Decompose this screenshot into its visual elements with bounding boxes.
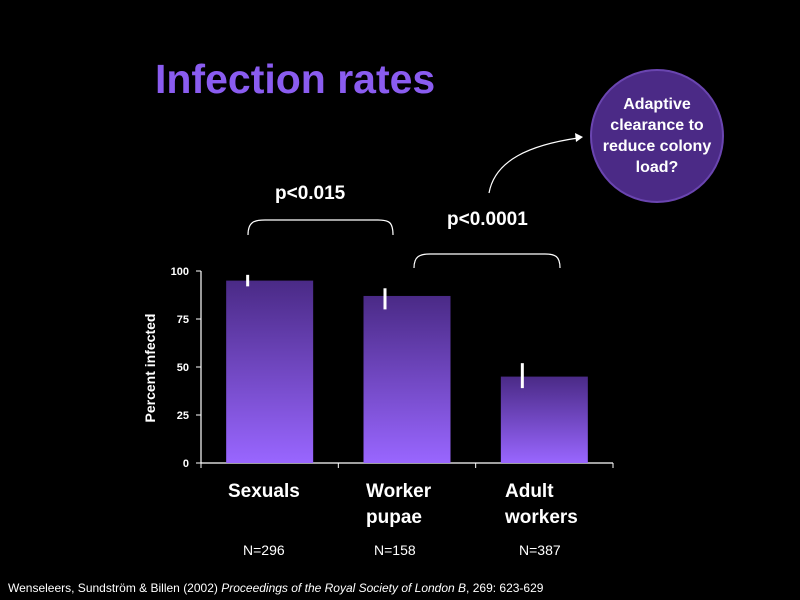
bar bbox=[363, 295, 451, 463]
category-label-adult-workers: Adult workers bbox=[505, 481, 578, 528]
sample-size-adult-workers: N=387 bbox=[519, 542, 561, 558]
sample-size-sexuals: N=296 bbox=[243, 542, 285, 558]
y-tick-label: 75 bbox=[177, 314, 189, 326]
citation: Wenseleers, Sundström & Billen (2002) Pr… bbox=[8, 581, 543, 595]
category-label-sexuals: Sexuals bbox=[228, 481, 300, 502]
bar bbox=[500, 376, 588, 463]
citation-rest: , 269: 623-629 bbox=[466, 581, 544, 595]
citation-journal: Proceedings of the Royal Society of Lond… bbox=[221, 581, 467, 595]
p-value-label-2: p<0.0001 bbox=[447, 209, 528, 230]
y-tick-label: 50 bbox=[177, 362, 189, 374]
bracket-1 bbox=[247, 219, 394, 236]
chart-title: Infection rates bbox=[155, 56, 436, 102]
category-label-worker-pupae: Worker pupae bbox=[366, 481, 432, 528]
citation-authors: Wenseleers, Sundström & Billen (2002) bbox=[8, 581, 222, 595]
y-tick-label: 25 bbox=[177, 410, 189, 422]
callout-bubble: Adaptive clearance to reduce colony load… bbox=[590, 69, 724, 203]
y-axis-label: Percent infected bbox=[142, 314, 158, 423]
y-tick-label: 0 bbox=[183, 458, 189, 470]
sample-size-worker-pupae: N=158 bbox=[374, 542, 416, 558]
bracket-2 bbox=[413, 253, 561, 269]
callout-arrowhead bbox=[575, 133, 583, 142]
p-value-label-1: p<0.015 bbox=[275, 183, 346, 204]
bar bbox=[226, 280, 314, 463]
y-tick-label: 100 bbox=[171, 266, 189, 278]
callout-arrow bbox=[488, 137, 579, 194]
